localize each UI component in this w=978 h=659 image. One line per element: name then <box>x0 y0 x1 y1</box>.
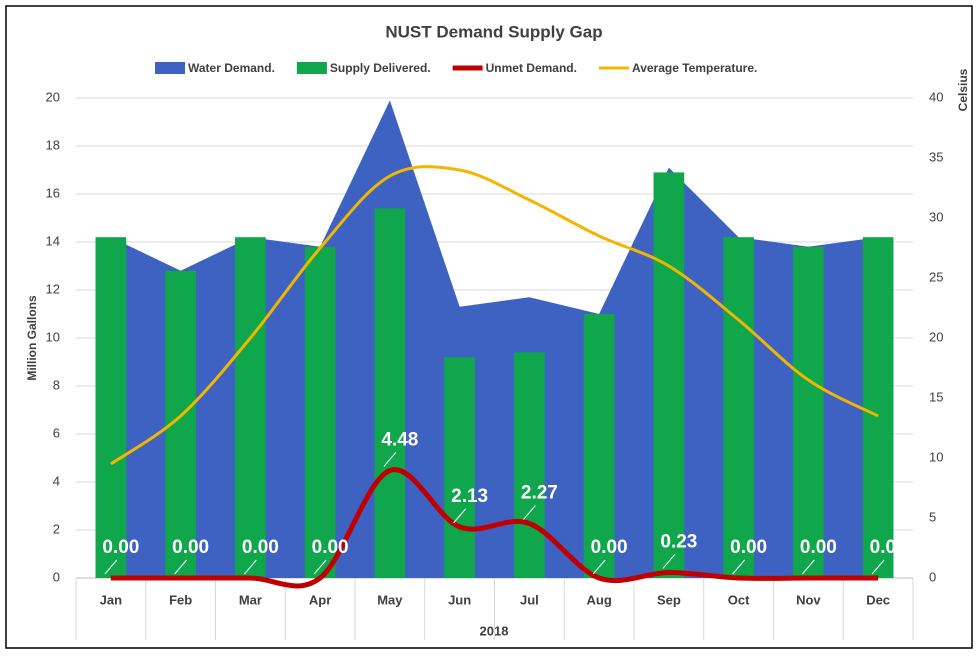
x-tick-label: Jan <box>100 592 122 607</box>
y2-tick-label: 40 <box>929 89 943 104</box>
bar <box>304 246 336 579</box>
leader-line <box>801 559 815 575</box>
data-label: 0.00 <box>730 537 767 558</box>
leader-line <box>662 554 676 569</box>
bar <box>793 246 824 579</box>
line <box>110 165 879 466</box>
x-tick-label: Aug <box>586 592 611 607</box>
leader-line <box>174 559 188 575</box>
y-tick-label: 16 <box>46 185 60 200</box>
y-tick-label: 20 <box>46 89 60 104</box>
legend-swatch <box>155 62 185 74</box>
y2-tick-label: 10 <box>929 449 943 464</box>
demand-area <box>110 100 879 579</box>
leader-line <box>522 505 536 520</box>
data-label: 0.00 <box>172 537 209 558</box>
x-tick-label: May <box>377 592 403 607</box>
legend-label: Unmet Demand. <box>486 61 577 75</box>
data-label: 0.00 <box>242 537 279 558</box>
x-tick-label: Mar <box>239 592 262 607</box>
data-label: 0.00 <box>591 537 628 558</box>
data-label: 0.23 <box>660 531 697 552</box>
bar <box>862 237 894 578</box>
data-label: 0.00 <box>102 537 139 558</box>
legend-swatch <box>296 62 327 74</box>
y-tick-label: 10 <box>46 329 60 344</box>
y-tick-label: 14 <box>46 233 60 248</box>
data-label: 2.13 <box>451 486 488 507</box>
chart-title: NUST Demand Supply Gap <box>385 22 602 41</box>
data-label: 0.00 <box>870 537 907 558</box>
legend-label: Average Temperature. <box>632 61 757 75</box>
leader-line <box>243 559 257 575</box>
y2-tick-label: 5 <box>929 509 936 524</box>
legend-label: Supply Delivered. <box>330 61 431 75</box>
line <box>110 467 879 589</box>
x-tick-label: Nov <box>796 592 821 607</box>
y2-axis-label: Celsius <box>956 68 970 111</box>
bar <box>653 172 685 578</box>
data-label: 2.27 <box>521 483 558 504</box>
x-tick-label: Jun <box>448 592 471 607</box>
leader-line <box>592 559 606 575</box>
data-label: 0.00 <box>312 537 349 558</box>
y-tick-label: 8 <box>53 377 60 392</box>
bar <box>374 208 406 578</box>
y2-tick-label: 0 <box>929 569 936 584</box>
bar <box>583 314 615 578</box>
leader-line <box>453 508 467 524</box>
y2-tick-label: 35 <box>929 149 943 164</box>
bar <box>235 237 266 578</box>
leader-line <box>313 559 327 575</box>
x-tick-label: Oct <box>728 592 750 607</box>
y-tick-label: 4 <box>53 473 60 488</box>
y-tick-label: 2 <box>53 521 60 536</box>
legend-label: Water Demand. <box>188 61 275 75</box>
x-tick-label: Dec <box>866 592 890 607</box>
y2-tick-label: 30 <box>929 209 943 224</box>
data-label: 0.00 <box>800 537 837 558</box>
x-tick-label: Feb <box>169 592 192 607</box>
bar <box>444 357 475 578</box>
y-tick-label: 6 <box>53 425 60 440</box>
leader-line <box>732 559 746 575</box>
y-axis-label: Million Gallons <box>25 295 39 381</box>
leader-line <box>871 559 885 575</box>
bar <box>723 237 754 578</box>
bar <box>95 237 127 578</box>
bar <box>514 352 545 578</box>
y-tick-label: 0 <box>53 569 60 584</box>
x-tick-label: Jul <box>520 592 539 607</box>
y-tick-label: 18 <box>46 137 60 152</box>
y2-tick-label: 20 <box>929 329 943 344</box>
data-label: 4.48 <box>381 429 418 450</box>
leader-line <box>383 452 397 467</box>
y2-tick-label: 25 <box>929 269 943 284</box>
y-tick-label: 12 <box>46 281 60 296</box>
x-tick-label: Sep <box>657 592 681 607</box>
y2-tick-label: 15 <box>929 389 943 404</box>
x-tick-label: Apr <box>309 592 331 607</box>
leader-line <box>104 559 118 575</box>
